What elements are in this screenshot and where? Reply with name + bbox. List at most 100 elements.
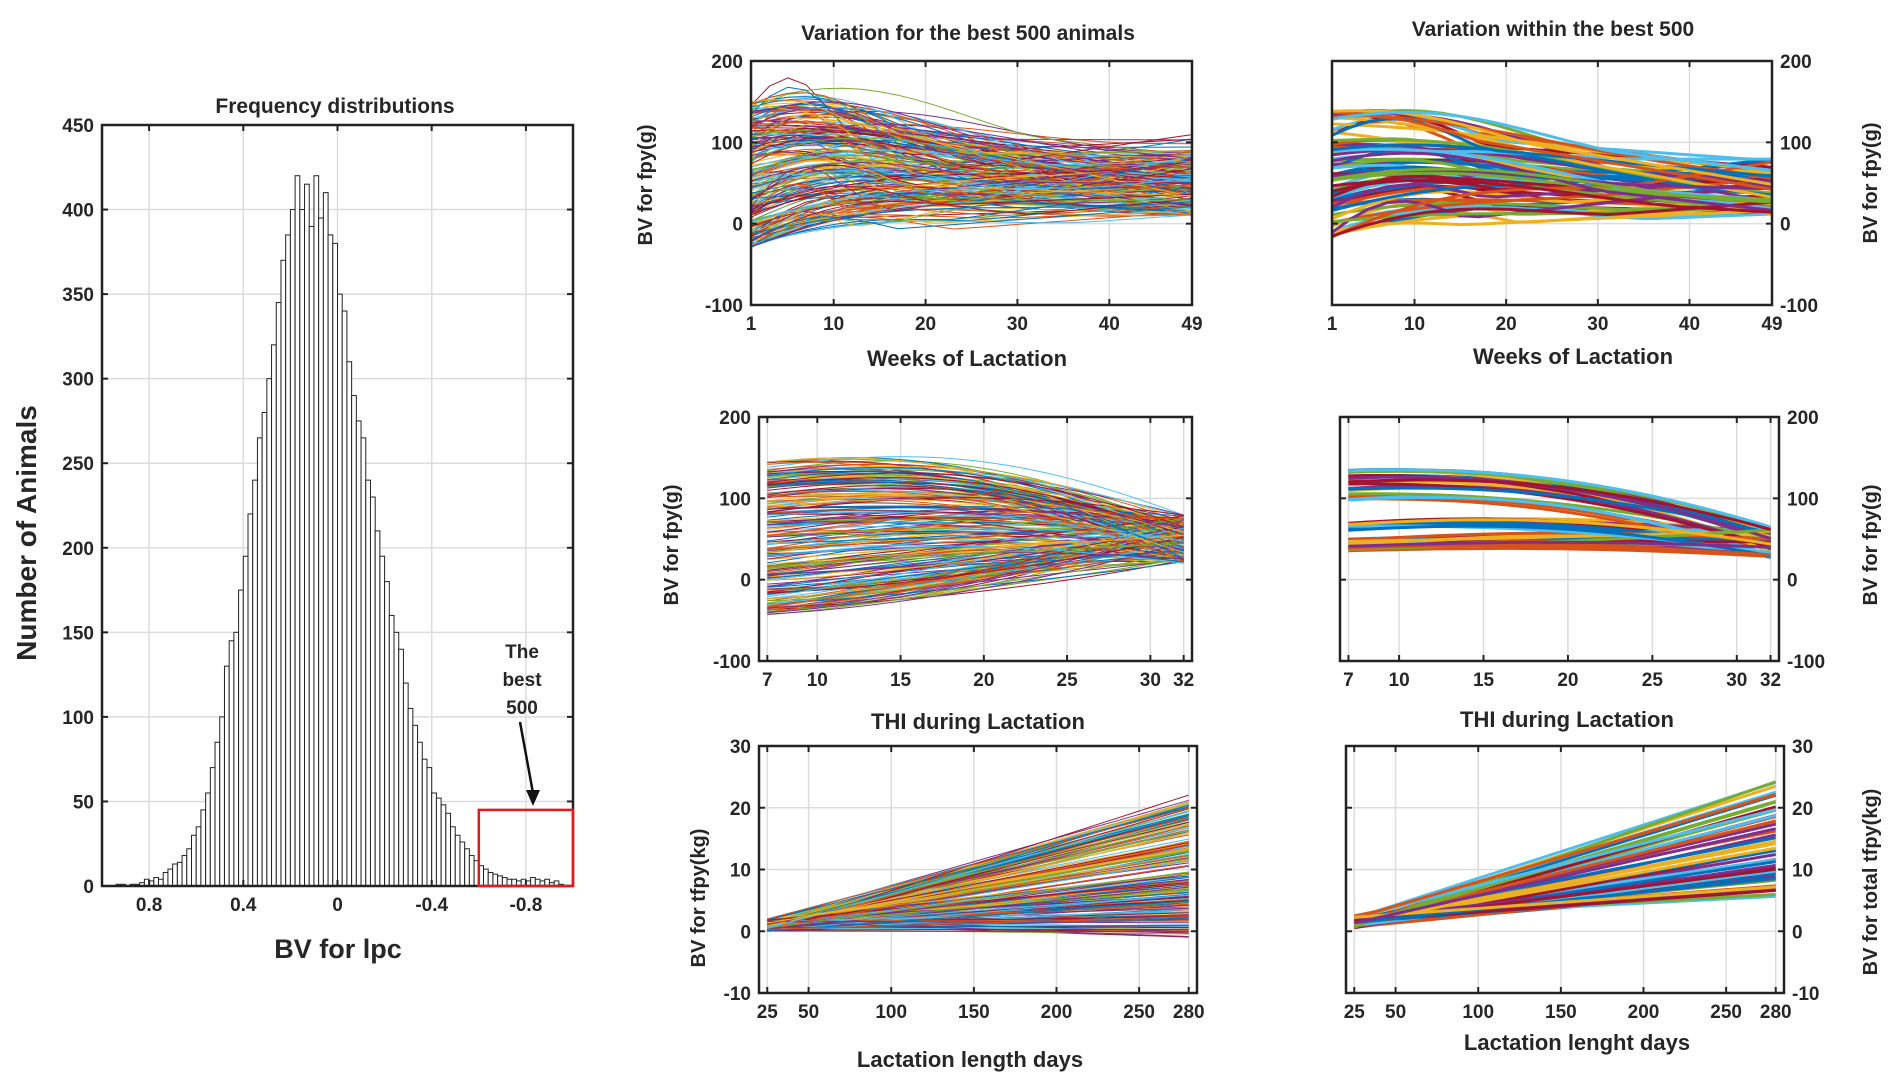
br-series-line — [1353, 780, 1777, 929]
tr-title: Variation within the best 500 — [1412, 18, 1694, 41]
ml-ytick-label: 200 — [719, 408, 751, 429]
hist-bar — [228, 640, 235, 887]
bl-ytick-label: 30 — [730, 737, 751, 758]
bl-series-line — [767, 930, 1189, 933]
tl-series-line — [750, 157, 1193, 176]
mr-xtick-label: 32 — [1760, 670, 1781, 691]
tl-series-line — [750, 208, 1193, 234]
bl-series-line — [767, 849, 1189, 924]
br-ticks: 25 50 100 150 200 250 280-10 0 10 20 30 — [1344, 737, 1820, 1023]
hist-bar — [417, 741, 423, 887]
tr-xtick-label: 49 — [1761, 314, 1782, 335]
tr-ylabel: BV for fpy(g) — [1860, 122, 1882, 243]
tl-series-line — [750, 160, 1193, 227]
hist-bar — [426, 767, 433, 887]
ml-xlabel: THI during Lactation — [871, 709, 1085, 734]
tl-series-line — [750, 150, 1193, 239]
thi-best-panel: 7 10 15 20 25 30 32 -100 0 100 200 THI during Lact… — [1338, 408, 1882, 732]
hist-bar — [445, 812, 452, 887]
ml-series-line — [767, 522, 1184, 581]
hist-bar — [393, 631, 400, 887]
bl-series-line — [767, 810, 1189, 929]
bl-series-line — [767, 920, 1189, 937]
ml-xtick-label: 15 — [890, 670, 912, 691]
mr-lines — [1348, 468, 1772, 560]
tl-series-line — [750, 136, 1193, 186]
tr-xtick-label: 20 — [1496, 314, 1517, 335]
hist-bar — [369, 496, 376, 887]
tl-series-line — [750, 137, 1193, 160]
hist-bar — [209, 767, 216, 887]
tl-series-line — [750, 162, 1192, 184]
bl-ytick-label: 20 — [730, 799, 751, 820]
hist-bar — [181, 855, 188, 887]
bl-series-line — [767, 871, 1189, 929]
br-series-line — [1353, 793, 1777, 920]
bl-ytick-label: -10 — [724, 984, 751, 1005]
hist-bar — [256, 437, 263, 887]
tl-series-line — [750, 210, 1193, 233]
mr-ytick-label: -100 — [1787, 652, 1825, 673]
ml-xtick-label: 25 — [1057, 670, 1079, 691]
tl-xtick-label: 30 — [1007, 314, 1028, 335]
hist-bar — [421, 758, 428, 887]
mr-ytick-label: 100 — [1787, 489, 1819, 510]
tl-series-line — [750, 183, 1193, 217]
annotation-line-2: best — [502, 670, 542, 691]
ml-xtick-label: 30 — [1140, 670, 1161, 691]
hist-bar — [332, 242, 339, 887]
tr-xtick-label: 1 — [1327, 314, 1338, 335]
hist-bar — [176, 861, 183, 887]
bl-series-line — [767, 819, 1189, 926]
hist-bar — [186, 848, 192, 887]
ml-series-line — [767, 471, 1184, 560]
hist-xtick-label: -0.8 — [510, 895, 543, 916]
tl-ytick-label: 200 — [711, 52, 743, 73]
hist-bar — [431, 792, 437, 887]
hist-xtick-label: 0 — [332, 895, 343, 916]
hist-bar — [167, 868, 174, 887]
tl-series-line — [750, 129, 1193, 204]
annotation-line-3: 500 — [506, 698, 538, 719]
bl-series-line — [767, 894, 1189, 927]
hist-bar — [450, 826, 456, 887]
ml-xtick-label: 7 — [762, 670, 773, 691]
hist-ticks: 0.8 0.4 0 -0.4 -0.8 0 50 100 150 200 250 300 350 400 4… — [62, 116, 575, 916]
tl-axes-frame — [749, 59, 1194, 307]
bl-series-line — [767, 813, 1189, 921]
hist-bar — [223, 665, 230, 887]
tl-series-line — [750, 99, 1193, 198]
ml-axes-frame — [757, 415, 1194, 663]
tr-axes-frame — [1330, 59, 1774, 307]
mr-xtick-label: 25 — [1642, 670, 1664, 691]
hist-xtick-label: -0.4 — [415, 895, 448, 916]
br-xtick-label: 250 — [1710, 1002, 1742, 1023]
bl-series-line — [767, 920, 1189, 924]
hist-bar — [327, 234, 334, 887]
hist-bar — [294, 175, 301, 887]
ml-series-line — [767, 499, 1184, 553]
mr-series-line — [1348, 546, 1771, 558]
weeks-all-panel: Variation for the best 500 animals 1 10 20… — [635, 22, 1203, 371]
br-series-line — [1354, 839, 1776, 926]
tr-series-line — [1331, 114, 1773, 191]
hist-bar — [379, 555, 386, 887]
hist-title: Frequency distributions — [215, 95, 454, 118]
ml-series-line — [767, 512, 1184, 531]
ml-series-line — [767, 502, 1184, 555]
ml-series-line — [767, 490, 1184, 562]
ml-xtick-label: 32 — [1173, 670, 1194, 691]
histogram-panel: Frequency distributions 0.8 0.4 0 -0.4 -0.80… — [11, 95, 575, 964]
tl-series-line — [750, 160, 1193, 197]
hist-bar — [233, 631, 240, 887]
bl-ylabel: BV for tfpy(kg) — [688, 829, 710, 968]
bl-ytick-label: 10 — [730, 861, 751, 882]
hist-xlabel: BV for lpc — [274, 934, 402, 964]
ml-xtick-label: 20 — [973, 670, 994, 691]
tr-series-line — [1331, 208, 1773, 233]
ml-series-line — [767, 536, 1184, 594]
tl-series-line — [750, 110, 1193, 155]
tr-lines — [1331, 108, 1773, 239]
tr-ytick-label: 100 — [1780, 133, 1812, 154]
ml-series-line — [767, 517, 1184, 549]
